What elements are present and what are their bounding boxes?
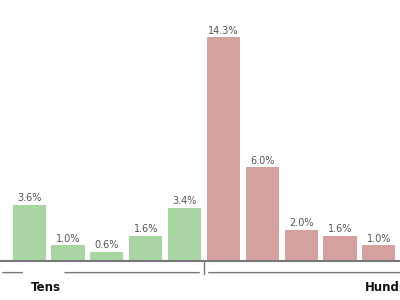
Bar: [13, 205, 46, 261]
Text: 6.0%: 6.0%: [250, 156, 274, 166]
Bar: [52, 245, 84, 261]
Bar: [246, 167, 279, 261]
Bar: [90, 252, 123, 261]
Text: 3.4%: 3.4%: [172, 196, 197, 206]
Bar: [168, 208, 201, 261]
Bar: [285, 230, 318, 261]
Text: 1.0%: 1.0%: [56, 234, 80, 244]
Text: 1.0%: 1.0%: [367, 234, 391, 244]
Bar: [129, 236, 162, 261]
Text: 2.0%: 2.0%: [289, 218, 313, 228]
Text: Tens: Tens: [31, 281, 61, 294]
Text: 1.6%: 1.6%: [134, 224, 158, 234]
Bar: [207, 38, 240, 261]
Bar: [324, 236, 356, 261]
Text: 0.6%: 0.6%: [95, 240, 119, 250]
Text: 1.6%: 1.6%: [328, 224, 352, 234]
Text: 14.3%: 14.3%: [208, 26, 239, 36]
Text: 3.6%: 3.6%: [17, 193, 41, 203]
Text: Hundr: Hundr: [365, 281, 400, 294]
Bar: [362, 245, 395, 261]
